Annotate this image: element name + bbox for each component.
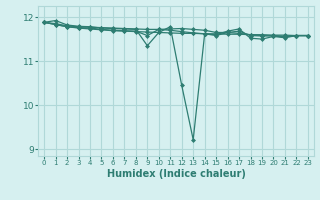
- X-axis label: Humidex (Indice chaleur): Humidex (Indice chaleur): [107, 169, 245, 179]
